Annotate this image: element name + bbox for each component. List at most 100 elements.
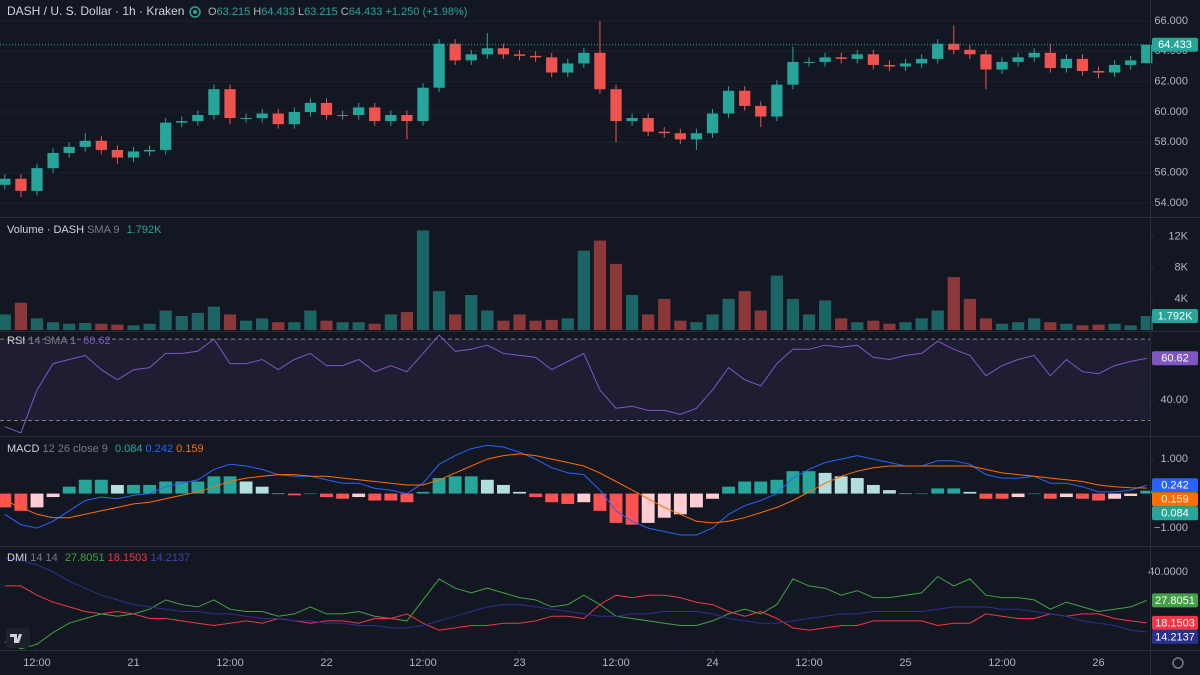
histogram-bar bbox=[384, 493, 398, 501]
candle-body bbox=[706, 113, 719, 134]
histogram-bar bbox=[223, 476, 237, 494]
histogram-bar bbox=[802, 471, 816, 494]
indicator-params: 14 SMA 1 bbox=[28, 335, 76, 347]
histogram-bar bbox=[448, 476, 462, 494]
candle-body bbox=[899, 63, 912, 67]
volume-bar bbox=[127, 325, 140, 330]
logo-mark bbox=[10, 634, 22, 643]
volume-bar bbox=[175, 316, 188, 330]
histogram-bar bbox=[931, 488, 945, 494]
indicator-value: 14.2137 bbox=[150, 552, 190, 564]
y-tick-label: 66.000 bbox=[1154, 15, 1188, 27]
histogram-bar bbox=[673, 493, 687, 515]
histogram-bar bbox=[159, 481, 173, 494]
settings-icon[interactable] bbox=[1172, 657, 1184, 669]
histogram-bar bbox=[1011, 493, 1025, 498]
volume-bar bbox=[0, 314, 11, 330]
histogram-bar bbox=[561, 493, 575, 504]
histogram-bar bbox=[883, 490, 896, 494]
volume-bar bbox=[46, 322, 60, 330]
candle-body bbox=[1028, 52, 1040, 58]
axis-badge bbox=[1152, 506, 1198, 521]
volume-bar bbox=[79, 323, 92, 330]
tradingview-logo[interactable] bbox=[6, 628, 30, 648]
x-tick-label: 24 bbox=[706, 657, 718, 669]
candle-body bbox=[176, 121, 188, 123]
indicator-line bbox=[4, 453, 1147, 524]
indicator-line bbox=[4, 444, 1147, 536]
histogram-bar bbox=[657, 493, 671, 518]
indicator-value: 0.084 bbox=[115, 443, 143, 455]
ohlc-label: O bbox=[208, 6, 217, 18]
volume-bar bbox=[931, 310, 944, 330]
histogram-bar bbox=[706, 493, 719, 499]
axis-badge bbox=[1152, 37, 1198, 52]
candle-body bbox=[1012, 57, 1024, 62]
candle-body bbox=[481, 48, 493, 55]
candle-body bbox=[0, 178, 11, 185]
volume-bar bbox=[722, 298, 735, 330]
candle-body bbox=[546, 57, 558, 73]
volume-bar bbox=[642, 314, 655, 330]
histogram-bar bbox=[1140, 490, 1154, 494]
indicator-line bbox=[4, 575, 1147, 650]
volume-bar bbox=[545, 319, 558, 330]
histogram-bar bbox=[1124, 493, 1138, 497]
volume-bar bbox=[1092, 324, 1105, 330]
indicator-value: 0.242 bbox=[146, 443, 174, 455]
candle-body bbox=[1076, 58, 1089, 72]
volume-bar bbox=[561, 318, 574, 330]
volume-bar bbox=[899, 322, 912, 330]
histogram-bar bbox=[336, 493, 350, 499]
indicator-value: 18.1503 bbox=[108, 552, 148, 564]
histogram-bar bbox=[46, 493, 60, 498]
candle-body bbox=[1125, 60, 1137, 65]
volume-bar bbox=[1076, 325, 1089, 330]
candle-body bbox=[465, 54, 477, 61]
candle-body bbox=[739, 90, 751, 106]
indicator-title: DMI bbox=[7, 552, 27, 564]
volume-bar bbox=[368, 323, 381, 330]
histogram-bar bbox=[1092, 493, 1105, 501]
histogram-bar bbox=[400, 493, 414, 503]
volume-bar bbox=[818, 300, 832, 330]
x-tick-label: 12:00 bbox=[216, 657, 244, 669]
histogram-bar bbox=[866, 484, 880, 494]
volume-bar bbox=[529, 320, 542, 330]
histogram-bar bbox=[255, 486, 269, 494]
histogram-bar bbox=[143, 484, 157, 494]
candle-body bbox=[722, 90, 735, 114]
volume-bar bbox=[786, 298, 800, 330]
volume-bar bbox=[963, 298, 976, 330]
histogram-bar bbox=[1108, 493, 1122, 499]
volume-bar bbox=[304, 310, 317, 330]
axis-badge bbox=[1152, 492, 1198, 507]
volume-bar bbox=[883, 323, 896, 330]
candle-body bbox=[771, 84, 783, 117]
histogram-bar bbox=[577, 493, 591, 503]
histogram-bar bbox=[947, 488, 961, 494]
volume-bar bbox=[416, 230, 430, 330]
indicator-title: Volume · DASH bbox=[7, 224, 84, 236]
rsi-legend: RSI 14 SMA 1 60.62 bbox=[7, 335, 111, 347]
histogram-bar bbox=[963, 491, 977, 494]
volume-bar bbox=[30, 318, 44, 330]
indicator-line bbox=[4, 585, 1147, 631]
candle-body bbox=[208, 89, 220, 116]
candle-body bbox=[63, 146, 75, 153]
market-status-icon[interactable] bbox=[189, 6, 201, 18]
volume-bar bbox=[384, 314, 397, 330]
x-tick-label: 22 bbox=[320, 657, 332, 669]
candle-body bbox=[915, 58, 928, 64]
candle-body bbox=[578, 52, 590, 64]
volume-bar bbox=[239, 320, 253, 330]
change-value: +1.250 (+1.98%) bbox=[385, 6, 467, 18]
axis-badge-label: 0.159 bbox=[1161, 494, 1189, 506]
histogram-bar bbox=[593, 493, 607, 511]
ohlc-value: 64.433 bbox=[261, 6, 295, 18]
histogram-bar bbox=[94, 479, 108, 494]
volume-bar bbox=[63, 323, 76, 330]
volume-bar bbox=[706, 314, 719, 330]
histogram-bar bbox=[30, 493, 44, 508]
